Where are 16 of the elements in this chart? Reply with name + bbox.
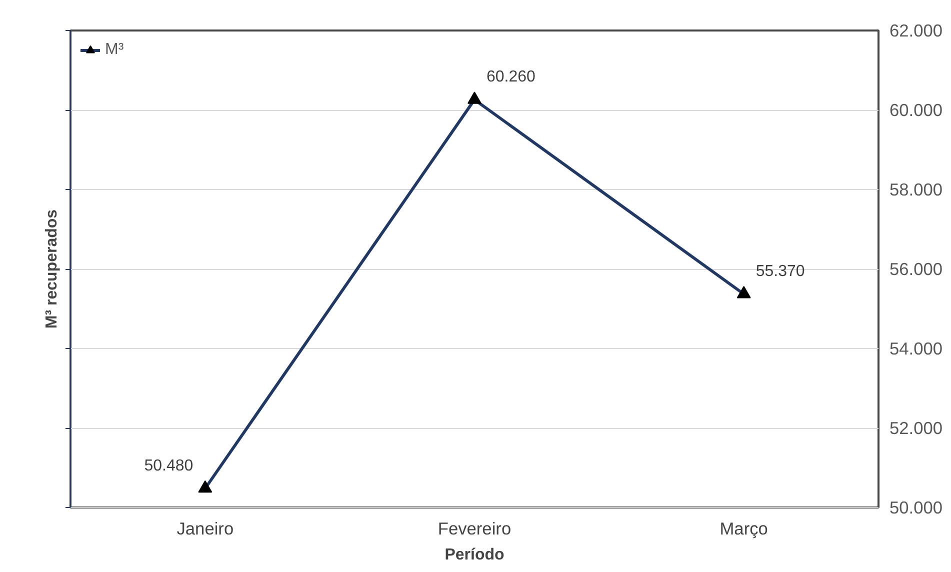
data-label: 50.480 (144, 457, 194, 474)
y-tick-label: 52.000 (890, 418, 942, 438)
data-label: 60.260 (486, 68, 536, 86)
x-axis-title: Período (444, 546, 505, 564)
y-tick-label: 50.000 (890, 498, 942, 518)
y-tick-label: 60.000 (890, 100, 942, 120)
y-tick-label: 56.000 (890, 259, 942, 279)
y-tick-label: 54.000 (890, 338, 942, 358)
x-tick-label: Março (720, 518, 768, 538)
x-tick-label: Fevereiro (438, 518, 512, 538)
x-tick-label: Janeiro (176, 518, 234, 538)
y-axis-title: M³ recuperados (44, 209, 60, 329)
y-tick-label: 58.000 (890, 180, 942, 200)
y-tick-label: 62.000 (890, 20, 942, 40)
data-label: 55.370 (756, 263, 805, 280)
legend-label: M³ (105, 41, 125, 59)
